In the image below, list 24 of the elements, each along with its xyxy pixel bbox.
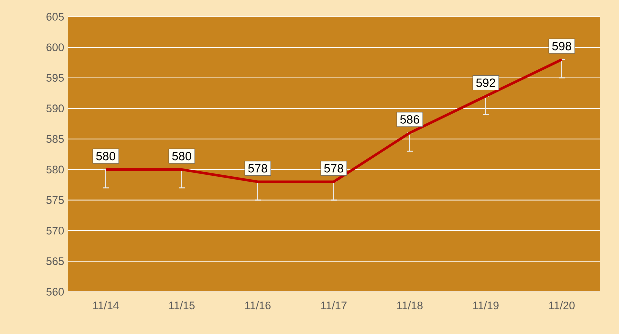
x-tick-label: 11/20 xyxy=(550,302,575,310)
y-tick-label: 575 xyxy=(46,196,64,204)
y-tick-label: 595 xyxy=(46,74,64,82)
data-label: 578 xyxy=(248,164,268,173)
y-tick-label: 565 xyxy=(46,258,64,266)
y-tick-label: 585 xyxy=(46,135,64,144)
y-tick-label: 600 xyxy=(46,44,64,52)
data-label: 586 xyxy=(400,115,420,124)
x-tick-label: 11/15 xyxy=(170,302,195,310)
x-tick-label: 11/18 xyxy=(398,302,423,310)
x-tick-label: 11/17 xyxy=(322,302,347,310)
y-tick-label: 560 xyxy=(46,288,64,296)
x-tick-label: 11/19 xyxy=(474,302,499,310)
x-tick-label: 11/14 xyxy=(94,302,119,310)
data-label: 578 xyxy=(324,164,344,173)
y-tick-label: 580 xyxy=(46,166,64,174)
y-tick-label: 570 xyxy=(46,227,64,235)
data-label: 592 xyxy=(476,78,496,88)
x-tick-label: 11/16 xyxy=(246,302,271,310)
data-label: 598 xyxy=(552,42,572,51)
data-label: 580 xyxy=(96,152,116,161)
y-tick-label: 605 xyxy=(46,13,64,21)
y-tick-label: 590 xyxy=(46,104,64,113)
data-label: 580 xyxy=(172,152,192,161)
